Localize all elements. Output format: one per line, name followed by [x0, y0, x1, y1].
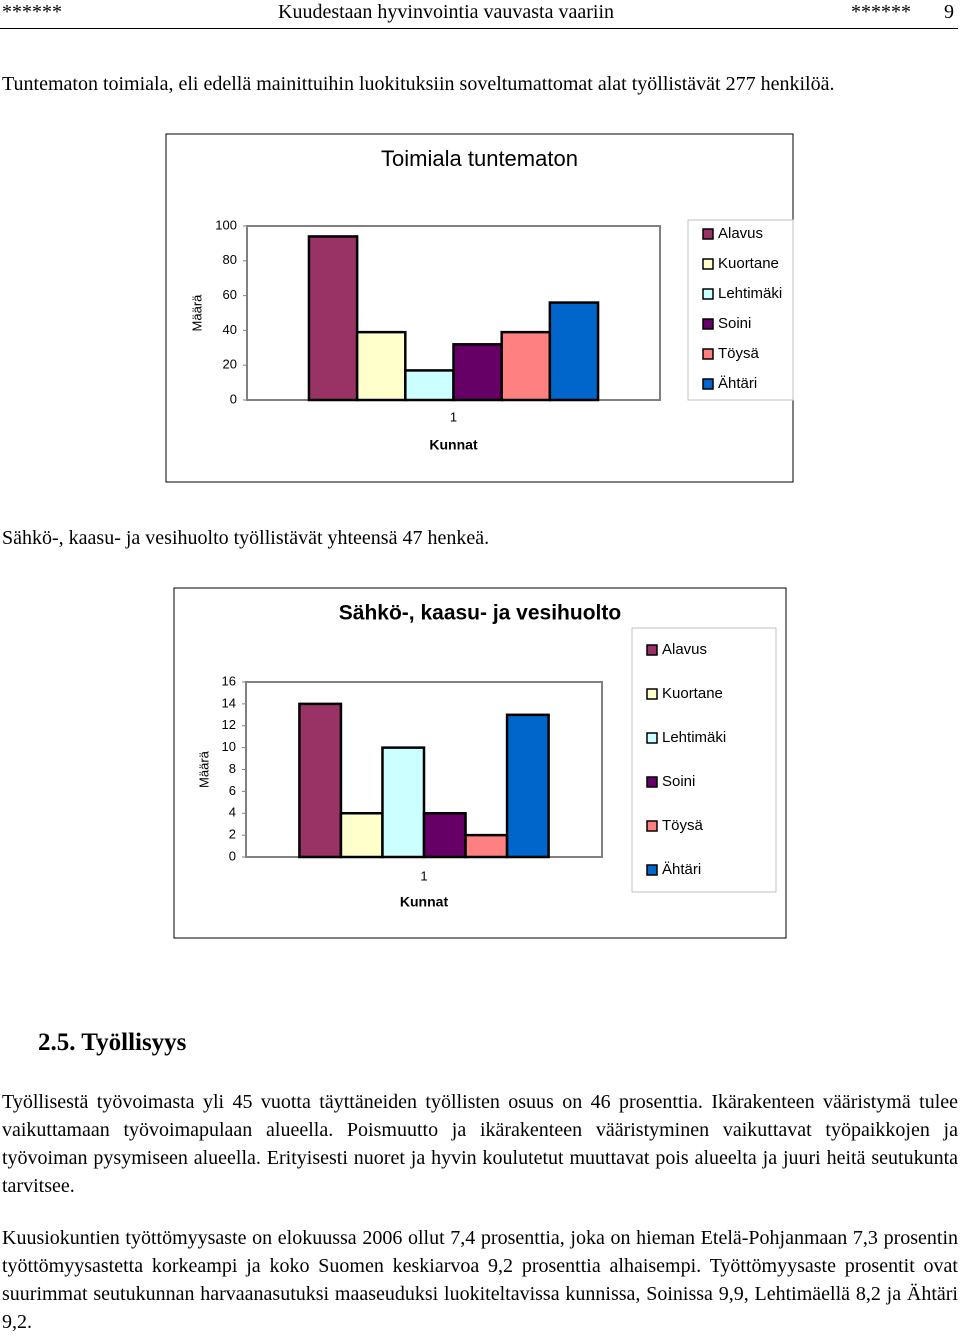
legend-label: Töysä	[662, 817, 704, 834]
x-axis-label: Kunnat	[400, 894, 449, 910]
y-tick-label: 80	[223, 252, 237, 267]
bar	[307, 235, 359, 402]
legend-label: Ähtäri	[662, 861, 701, 878]
header-right: ******	[851, 1, 911, 23]
y-tick-label: 20	[223, 357, 237, 372]
legend-swatch	[702, 318, 714, 330]
legend-box	[687, 219, 794, 401]
legend-label: Alavus	[718, 225, 763, 242]
y-tick-label: 14	[222, 695, 236, 710]
bar	[422, 812, 467, 859]
paragraph: Tuntematon toimiala, eli edellä mainittu…	[2, 73, 835, 95]
y-tick-label: 8	[229, 761, 236, 776]
legend-swatch	[702, 258, 714, 270]
legend-swatch	[646, 732, 658, 744]
y-tick-label: 16	[222, 673, 236, 688]
legend-swatch	[646, 688, 658, 700]
section-heading: 2.5. Työllisyys	[38, 1029, 187, 1056]
y-tick-label: 10	[222, 739, 236, 754]
legend-label: Töysä	[718, 345, 760, 362]
legend-swatch	[646, 864, 658, 876]
bar	[381, 746, 426, 859]
chart-title: Toimiala tuntematon	[381, 146, 578, 171]
y-tick-label: 0	[230, 391, 237, 406]
x-tick-label: 1	[420, 868, 427, 883]
legend-label: Alavus	[662, 641, 707, 658]
y-tick-label: 100	[215, 217, 237, 232]
legend-swatch	[646, 820, 658, 832]
y-tick-label: 4	[229, 805, 236, 820]
paragraph: Sähkö-, kaasu- ja vesihuolto työllistävä…	[2, 527, 490, 549]
legend-box	[631, 627, 777, 893]
x-axis-label: Kunnat	[429, 437, 478, 453]
legend-label: Soini	[718, 315, 751, 332]
legend-swatch	[646, 644, 658, 656]
bar	[500, 330, 552, 402]
y-axis-label: Määrä	[196, 750, 211, 788]
bar	[404, 369, 455, 402]
legend-swatch	[702, 228, 714, 240]
paragraph: Kuusiokuntien työttömyysaste on elokuuss…	[2, 1227, 958, 1333]
header-rule	[0, 28, 958, 29]
legend-label: Kuortane	[718, 255, 779, 272]
y-tick-label: 0	[229, 848, 236, 863]
legend-swatch	[646, 776, 658, 788]
legend-swatch	[702, 288, 714, 300]
bar	[548, 301, 600, 402]
legend-label: Soini	[662, 773, 695, 790]
header-title: Kuudestaan hyvinvointia vauvasta vaariin	[278, 1, 615, 23]
bar	[339, 812, 384, 859]
bar	[452, 343, 503, 402]
bar	[505, 713, 550, 859]
legend-label: Lehtimäki	[718, 285, 782, 302]
y-tick-label: 2	[229, 827, 236, 842]
paragraph: Työllisestä työvoimasta yli 45 vuotta tä…	[2, 1091, 958, 1197]
chart-title: Sähkö-, kaasu- ja vesihuolto	[339, 602, 621, 625]
page-number: 9	[944, 1, 954, 23]
bar	[298, 702, 343, 859]
y-axis-label: Määrä	[189, 294, 204, 332]
header-left: ******	[2, 1, 62, 23]
legend-swatch	[702, 378, 714, 390]
legend-label: Lehtimäki	[662, 729, 726, 746]
y-tick-label: 40	[223, 322, 237, 337]
legend-label: Kuortane	[662, 685, 723, 702]
x-tick-label: 1	[450, 409, 457, 424]
bar	[355, 330, 407, 402]
bar	[464, 833, 509, 859]
y-tick-label: 6	[229, 783, 236, 798]
legend-swatch	[702, 348, 714, 360]
y-tick-label: 60	[223, 287, 237, 302]
legend-label: Ähtäri	[718, 375, 757, 392]
y-tick-label: 12	[222, 717, 236, 732]
